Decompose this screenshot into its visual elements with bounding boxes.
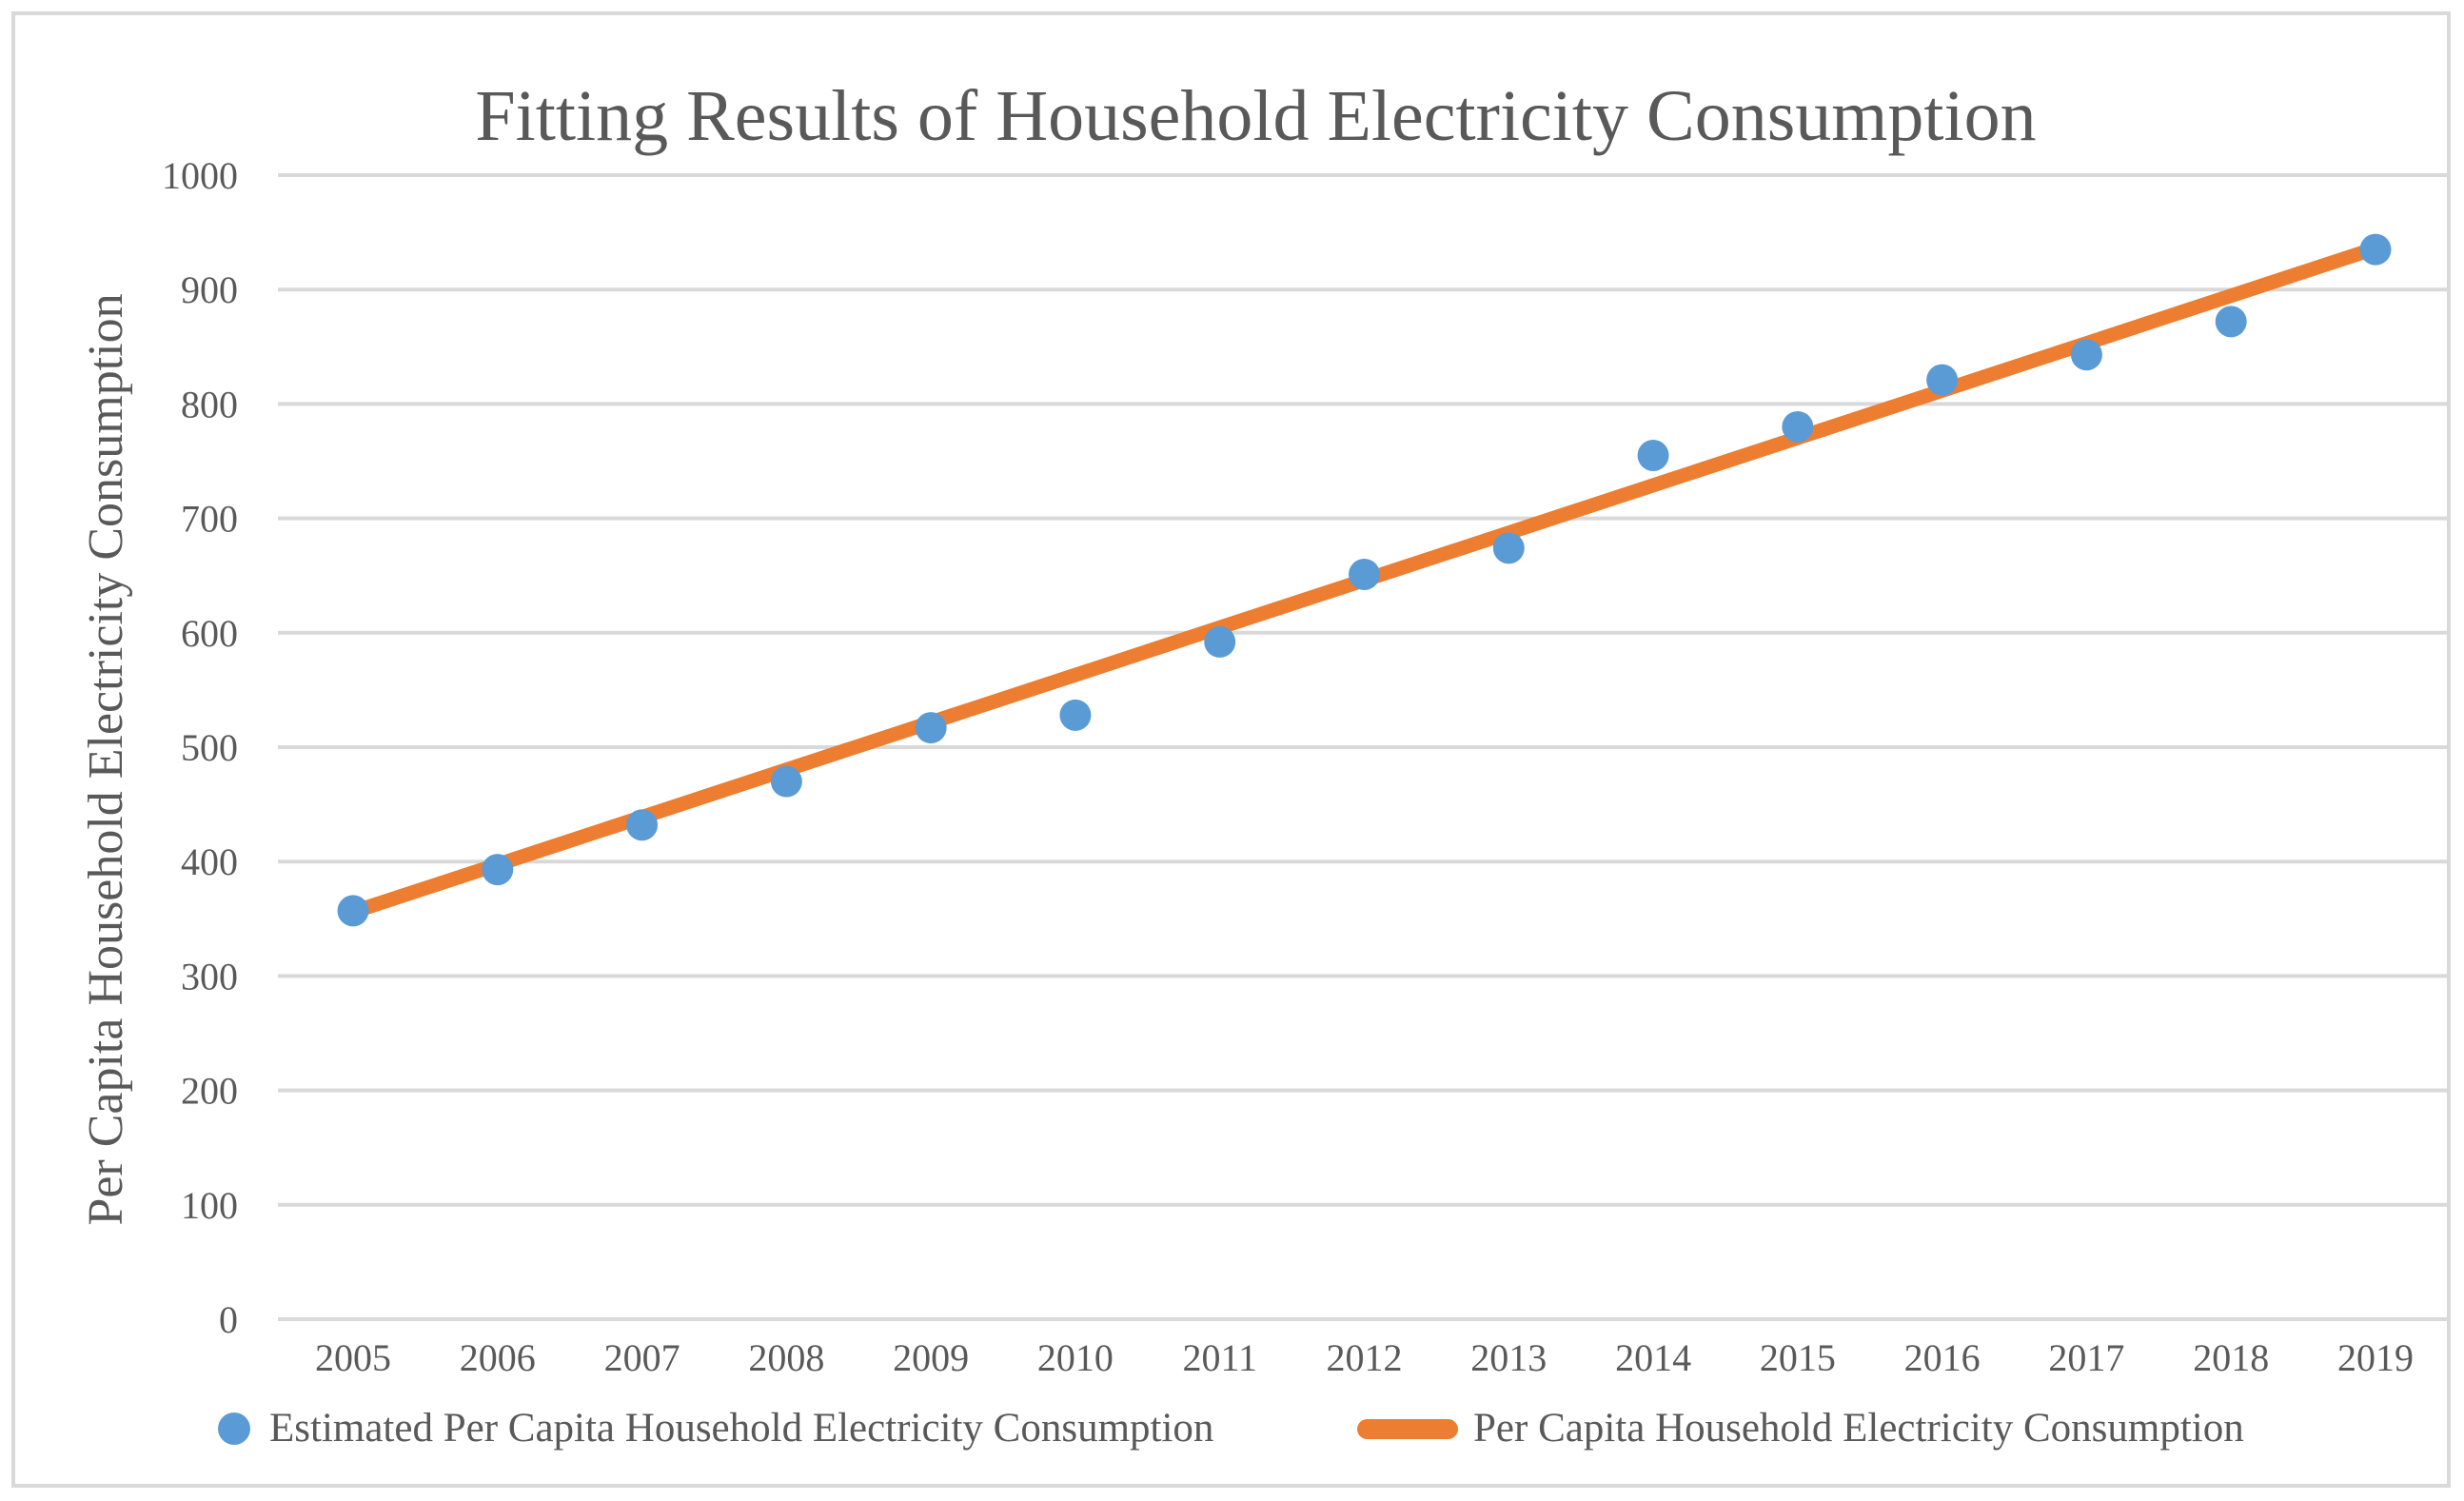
data-point-2007 [626, 809, 659, 841]
x-tick-label-2018: 2018 [2193, 1336, 2269, 1379]
x-tick-label-2015: 2015 [1760, 1336, 1836, 1379]
x-tick-label-2013: 2013 [1470, 1336, 1547, 1379]
y-tick-label-300: 300 [181, 955, 238, 997]
x-tick-label-2016: 2016 [1904, 1336, 1981, 1379]
legend-label-actual: Per Capita Household Electricity Consump… [1473, 1406, 2244, 1451]
data-point-2008 [770, 765, 802, 798]
x-tick-label-2008: 2008 [748, 1336, 824, 1379]
chart-title: Fitting Results of Household Electricity… [475, 76, 2037, 156]
y-axis-title: Per Capita Household Electricity Consump… [79, 293, 133, 1226]
y-tick-label-600: 600 [181, 612, 238, 655]
x-tick-label-2009: 2009 [893, 1336, 969, 1379]
y-tick-label-0: 0 [219, 1298, 238, 1341]
legend-line-marker-icon [1357, 1419, 1458, 1439]
data-point-2010 [1059, 699, 1092, 731]
data-point-2005 [337, 895, 369, 927]
x-tick-label-2012: 2012 [1327, 1336, 1403, 1379]
x-tick-label-2019: 2019 [2337, 1336, 2414, 1379]
y-tick-label-200: 200 [181, 1070, 238, 1113]
y-tick-label-1000: 1000 [162, 154, 238, 197]
data-point-2009 [915, 712, 947, 744]
data-point-2012 [1349, 558, 1380, 590]
y-tick-label-400: 400 [181, 840, 238, 883]
y-tick-label-500: 500 [181, 726, 238, 769]
data-point-2006 [482, 854, 514, 886]
y-tick-label-100: 100 [181, 1184, 238, 1227]
x-tick-label-2014: 2014 [1615, 1336, 1691, 1379]
data-point-2011 [1204, 625, 1236, 658]
data-point-2018 [2215, 306, 2247, 338]
data-point-2017 [2070, 339, 2102, 371]
x-tick-label-2006: 2006 [460, 1336, 536, 1379]
x-tick-label-2011: 2011 [1182, 1336, 1257, 1379]
x-tick-label-2005: 2005 [315, 1336, 391, 1379]
data-point-2015 [1782, 410, 1814, 443]
y-tick-label-900: 900 [181, 268, 238, 311]
y-tick-label-700: 700 [181, 498, 238, 541]
x-tick-label-2017: 2017 [2048, 1336, 2124, 1379]
y-tick-label-800: 800 [181, 383, 238, 425]
data-point-2016 [1926, 364, 1959, 396]
data-point-2013 [1492, 532, 1525, 564]
x-tick-label-2007: 2007 [604, 1336, 680, 1379]
x-tick-label-2010: 2010 [1037, 1336, 1114, 1379]
legend-label-estimated: Estimated Per Capita Household Electrici… [269, 1406, 1214, 1451]
data-point-2014 [1637, 439, 1669, 471]
data-point-2019 [2359, 233, 2392, 266]
legend-scatter-marker-icon [218, 1412, 250, 1445]
